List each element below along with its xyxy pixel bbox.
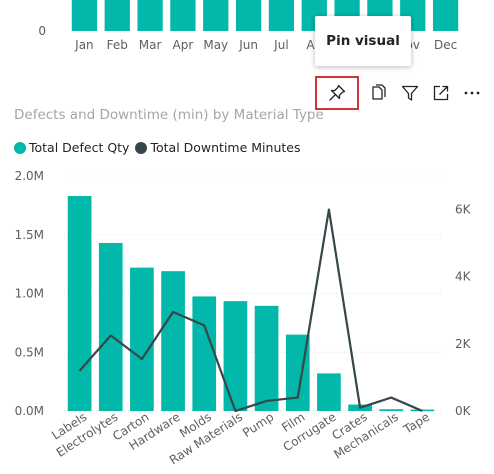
x-tick-label: Tape [400,410,432,437]
focus-mode-button[interactable] [425,76,456,110]
y-right-tick-label: 6K [455,203,472,217]
legend-label: Total Defect Qty [29,140,130,155]
defect-qty-bar [317,373,341,411]
month-bar [170,0,196,31]
month-bar [268,0,295,31]
more-options-icon [464,91,479,95]
x-tick-label: Jan [74,38,94,52]
month-bar [235,0,262,31]
y-left-tick-label: 1.0M [15,287,44,301]
tooltip-text: Pin visual [326,33,400,49]
defect-qty-bar [223,301,248,411]
x-tick-label: Hardware [127,410,183,453]
visual-header [315,76,487,110]
x-tick-label: Molds [177,410,214,441]
x-tick-label: Corrugate [281,410,339,454]
x-tick-label: Electrolytes [54,410,121,460]
y-right-tick-label: 0K [455,404,472,418]
y-left-tick-label: 2.0M [15,169,44,183]
defect-qty-bar [98,242,123,411]
x-tick-label: Dec [434,38,457,52]
legend-label: Total Downtime Minutes [150,140,301,155]
legend-item-total-defect-qty[interactable]: Total Defect Qty [14,140,129,155]
x-tick-label: Carton [110,410,151,444]
x-tick-label: Feb [107,38,128,52]
legend-item-total-downtime-minutes[interactable]: Total Downtime Minutes [135,140,300,155]
focus-mode-icon [433,85,448,101]
y-left-tick-label: 0.0M [15,404,44,418]
legend-dot-dark [135,141,148,154]
month-bar [203,0,229,31]
y-right-tick-label: 2K [455,337,472,351]
monthly-bar-chart[interactable]: 0JanFebMarAprMayJunJulAuovDec [0,0,494,60]
more-options-button[interactable] [456,76,487,110]
defect-qty-bar [285,334,310,411]
defect-qty-bar [410,409,435,412]
x-tick-label: Mechanicals [331,410,401,462]
pin-icon [329,84,346,101]
x-tick-label: Raw Materials [167,410,245,468]
copy-visual-button[interactable] [363,76,394,110]
month-bar [432,0,459,31]
x-tick-label: Crates [329,410,369,443]
month-bar [71,0,98,31]
x-tick-label: Pump [240,410,276,440]
x-tick-label: Labels [49,410,89,443]
legend-dot-teal [14,141,26,154]
defect-qty-bar [254,305,279,411]
y-right-tick-label: 4K [455,270,472,284]
x-tick-label: Film [279,410,307,435]
defect-qty-bar [192,296,217,411]
defect-qty-bar [161,271,185,411]
defect-qty-bar [348,404,372,411]
x-tick-label: May [203,38,228,52]
pin-visual-button[interactable] [315,76,359,110]
chart-title: Defects and Downtime (min) by Material T… [14,107,324,123]
copy-icon [371,84,386,100]
defect-qty-bar [67,195,92,411]
y-left-tick-label: 1.5M [15,228,44,242]
defect-qty-bar [130,267,154,411]
defect-qty-bar [379,409,404,411]
x-tick-label: Jul [273,38,288,52]
filter-icon [401,85,418,101]
pin-visual-tooltip: Pin visual [315,16,411,66]
month-bar [104,0,130,31]
downtime-minutes-line [78,208,423,413]
filter-button[interactable] [394,76,425,110]
y-left-tick-label: 0.5M [15,345,44,359]
month-bar [137,0,163,31]
x-tick-label: Jun [238,38,258,52]
x-tick-label: Apr [173,38,194,52]
x-tick-label: Mar [139,38,162,52]
chart-legend: Total Defect Qty Total Downtime Minutes [14,140,306,155]
y-tick-label: 0 [38,24,46,38]
